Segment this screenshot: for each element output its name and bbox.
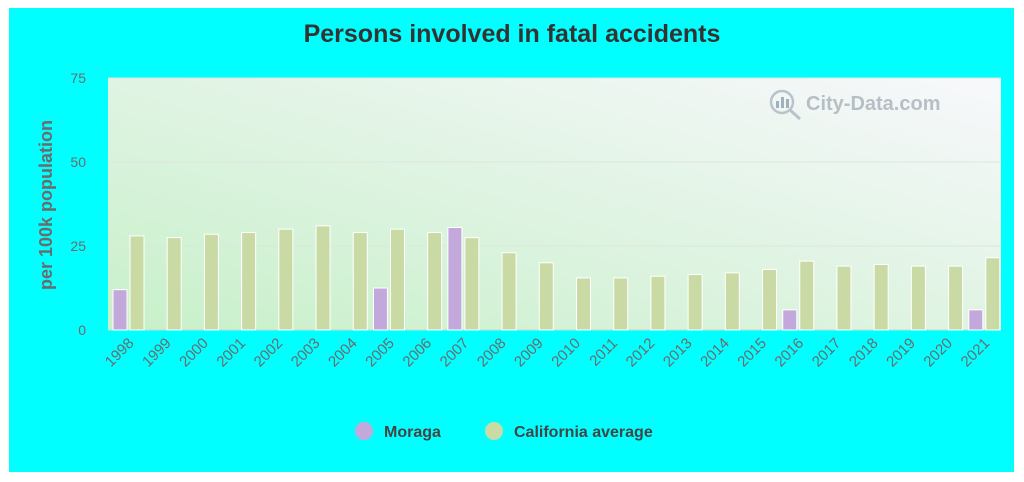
bar-california[interactable] xyxy=(948,265,964,331)
chart-title: Persons involved in fatal accidents xyxy=(303,20,721,48)
x-tick-label: 2005 xyxy=(362,335,398,371)
legend-label: California average xyxy=(514,424,653,441)
bar-california[interactable] xyxy=(910,265,926,331)
x-tick-label: 2000 xyxy=(176,335,212,371)
bar-california[interactable] xyxy=(836,265,852,331)
x-tick-label: 2013 xyxy=(660,335,696,371)
bar-california[interactable] xyxy=(873,263,889,331)
legend-label: Moraga xyxy=(384,424,441,441)
x-tick-label: 2017 xyxy=(809,335,845,371)
x-tick-label: 2003 xyxy=(288,335,324,371)
bar-california[interactable] xyxy=(464,237,480,331)
legend: Moraga California average xyxy=(355,422,653,441)
bar-california[interactable] xyxy=(613,277,629,331)
x-tick-label: 2019 xyxy=(883,335,919,371)
bar-california[interactable] xyxy=(985,257,1001,331)
x-tick-label: 2007 xyxy=(437,335,473,371)
bars xyxy=(112,225,1001,331)
bar-california[interactable] xyxy=(129,235,145,331)
x-tick-label: 2009 xyxy=(511,335,547,371)
bar-moraga[interactable] xyxy=(968,309,984,331)
bar-moraga[interactable] xyxy=(447,227,463,331)
x-tick-label: 2016 xyxy=(772,335,808,371)
bar-california[interactable] xyxy=(501,252,517,331)
x-tick-label: 2012 xyxy=(623,335,659,371)
bar-california[interactable] xyxy=(538,262,554,331)
bar-moraga[interactable] xyxy=(782,309,798,331)
magnifier-chart-icon xyxy=(769,89,802,121)
bar-california[interactable] xyxy=(389,228,405,331)
bar-california[interactable] xyxy=(166,237,182,331)
x-tick-label: 1998 xyxy=(102,335,138,371)
y-tick-label: 25 xyxy=(70,238,86,254)
x-tick-label: 2008 xyxy=(474,335,510,371)
bar-california[interactable] xyxy=(427,232,443,331)
x-tick-label: 2010 xyxy=(548,335,584,371)
y-tick-label: 0 xyxy=(78,322,86,338)
x-tick-label: 2004 xyxy=(325,335,361,371)
x-tick-label: 2011 xyxy=(586,335,621,370)
bar-california[interactable] xyxy=(576,277,591,331)
grid-lines xyxy=(108,77,1001,331)
x-tick-label: 2015 xyxy=(734,335,770,371)
legend-swatch xyxy=(485,422,503,440)
y-tick-label: 50 xyxy=(70,154,86,170)
bar-moraga[interactable] xyxy=(372,287,388,331)
bar-california[interactable] xyxy=(352,232,368,331)
x-tick-label: 2002 xyxy=(251,335,287,371)
bar-california[interactable] xyxy=(687,274,703,331)
bar-california[interactable] xyxy=(762,269,778,331)
bar-california[interactable] xyxy=(724,272,740,331)
bar-california[interactable] xyxy=(799,260,815,331)
x-tick-label: 2014 xyxy=(697,335,733,371)
y-axis-ticks: 0 25 50 75 xyxy=(70,70,86,338)
bar-moraga[interactable] xyxy=(112,289,128,331)
watermark: City-Data.com xyxy=(769,89,940,121)
y-axis-label: per 100k population xyxy=(36,120,56,290)
bar-california[interactable] xyxy=(315,225,331,331)
x-tick-label: 2021 xyxy=(958,335,994,371)
x-axis-ticks: 1998 1999 2000 2001 2002 2003 2004 2005 2006 2007… xyxy=(102,335,993,371)
y-tick-label: 75 xyxy=(70,70,86,86)
x-tick-label: 1999 xyxy=(139,335,175,371)
plot-area xyxy=(108,78,1001,330)
x-tick-label: 2018 xyxy=(846,335,882,371)
x-tick-label: 2001 xyxy=(213,335,249,371)
x-tick-label: 2006 xyxy=(399,335,435,371)
bar-california[interactable] xyxy=(650,275,666,331)
bar-california[interactable] xyxy=(203,233,219,331)
bar-california[interactable] xyxy=(278,228,294,331)
x-tick-label: 2020 xyxy=(920,335,956,371)
legend-swatch xyxy=(355,422,373,440)
bar-california[interactable] xyxy=(241,232,257,331)
watermark-text: City-Data.com xyxy=(806,93,940,115)
